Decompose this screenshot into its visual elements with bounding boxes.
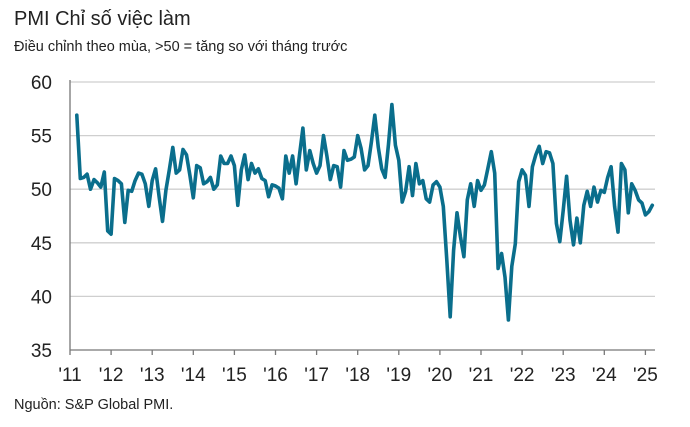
x-tick-label: '23 (551, 365, 576, 386)
x-tick-label: '13 (140, 365, 165, 386)
x-tick-label: '20 (428, 365, 453, 386)
x-tick-label: '16 (263, 365, 288, 386)
x-tick-label: '19 (386, 365, 411, 386)
x-tick-label: '15 (222, 365, 247, 386)
x-tick-label: '17 (304, 365, 329, 386)
y-tick-label: 40 (31, 287, 52, 308)
chart-source: Nguồn: S&P Global PMI. (14, 397, 174, 413)
chart-subtitle: Điều chỉnh theo mùa, >50 = tăng so với t… (14, 39, 348, 55)
x-tick-label: '21 (469, 365, 494, 386)
x-tick-label: '25 (633, 365, 658, 386)
y-tick-label: 60 (31, 73, 52, 94)
x-tick-label: '24 (592, 365, 617, 386)
chart-title: PMI Chỉ số việc làm (14, 8, 191, 30)
y-tick-label: 55 (31, 127, 52, 148)
x-tick-label: '14 (181, 365, 206, 386)
x-tick-label: '12 (99, 365, 124, 386)
y-tick-label: 45 (31, 234, 52, 255)
y-tick-label: 35 (31, 341, 52, 362)
x-tick-label: '18 (345, 365, 370, 386)
series-line (75, 102, 655, 322)
x-tick-label: '11 (58, 365, 81, 386)
y-tick-label: 50 (31, 180, 52, 201)
x-tick-label: '22 (510, 365, 535, 386)
